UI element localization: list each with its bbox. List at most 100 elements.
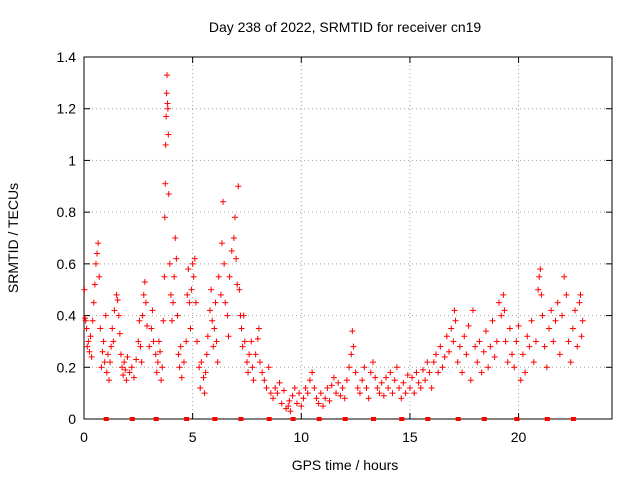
data-point: [267, 390, 274, 397]
y-axis-label: SRMTID / TECUs: [5, 183, 21, 293]
data-point: [130, 374, 137, 381]
y-tick-label: 0.4: [57, 308, 77, 324]
data-point: [110, 338, 117, 345]
data-point: [155, 338, 162, 345]
data-point: [239, 343, 246, 350]
plot-frame: [83, 56, 613, 420]
data-point: [450, 338, 457, 345]
data-point: [154, 359, 161, 366]
data-point: [120, 372, 127, 379]
data-point: [81, 286, 88, 293]
data-point: [243, 359, 250, 366]
x-tick-label: 10: [293, 429, 309, 445]
data-point: [541, 343, 548, 350]
data-point: [98, 364, 105, 371]
data-point: [142, 299, 149, 306]
data-point: [313, 395, 320, 402]
data-point: [108, 343, 115, 350]
data-point: [161, 214, 168, 221]
data-point: [348, 351, 355, 358]
data-point: [111, 307, 118, 314]
data-point: [424, 359, 431, 366]
data-point: [153, 369, 160, 376]
data-point: [554, 299, 561, 306]
data-point: [140, 291, 147, 298]
data-point: [337, 392, 344, 399]
data-points: [81, 72, 586, 415]
data-point: [162, 141, 169, 148]
data-point: [211, 325, 218, 332]
data-point: [491, 353, 498, 360]
data-point: [324, 384, 331, 391]
data-point: [361, 364, 368, 371]
data-point: [86, 348, 93, 355]
data-point: [293, 400, 300, 407]
data-point: [138, 359, 145, 366]
data-point: [89, 317, 96, 324]
data-point: [165, 131, 172, 138]
baseline-marker: [290, 417, 296, 421]
data-point: [530, 359, 537, 366]
data-point: [164, 105, 171, 112]
data-point: [330, 374, 337, 381]
data-point: [426, 369, 433, 376]
data-point: [234, 281, 241, 288]
data-point: [476, 338, 483, 345]
data-point: [538, 291, 545, 298]
data-point: [469, 307, 476, 314]
data-point: [500, 291, 507, 298]
data-point: [326, 397, 333, 404]
data-point: [535, 286, 542, 293]
data-point: [285, 403, 292, 410]
data-point: [411, 390, 418, 397]
y-tick-label: 0: [68, 411, 76, 427]
data-point: [537, 266, 544, 273]
baseline-marker: [266, 417, 272, 421]
data-point: [448, 325, 455, 332]
data-point: [183, 338, 190, 345]
data-point: [163, 113, 170, 120]
data-point: [85, 338, 92, 345]
data-point: [333, 390, 340, 397]
data-point: [117, 351, 124, 358]
data-point: [137, 343, 144, 350]
data-point: [214, 359, 221, 366]
baseline-marker: [212, 417, 218, 421]
x-tick-label: 0: [80, 429, 88, 445]
data-point: [198, 359, 205, 366]
data-point: [528, 317, 535, 324]
baseline-marker: [455, 417, 461, 421]
data-point: [104, 351, 111, 358]
data-point: [82, 315, 89, 322]
data-point: [363, 384, 370, 391]
data-point: [160, 317, 167, 324]
data-point: [509, 351, 516, 358]
data-point: [222, 299, 229, 306]
data-point: [532, 338, 539, 345]
data-point: [352, 369, 359, 376]
data-point: [124, 353, 131, 360]
data-point: [482, 328, 489, 335]
data-point: [173, 255, 180, 262]
data-point: [193, 338, 200, 345]
data-point: [123, 377, 130, 384]
data-point: [526, 343, 533, 350]
data-point: [304, 390, 311, 397]
data-point: [519, 351, 526, 358]
baseline-marker: [399, 417, 405, 421]
data-point: [489, 317, 496, 324]
baseline-marker: [129, 417, 135, 421]
data-point: [272, 384, 279, 391]
data-point: [552, 317, 559, 324]
data-point: [90, 299, 97, 306]
data-point: [150, 338, 157, 345]
data-point: [383, 374, 390, 381]
data-point: [578, 333, 585, 340]
data-point: [572, 307, 579, 314]
data-point: [187, 325, 194, 332]
data-point: [545, 325, 552, 332]
data-point: [107, 359, 114, 366]
data-point: [391, 377, 398, 384]
data-point: [350, 343, 357, 350]
baseline-marker: [316, 417, 322, 421]
